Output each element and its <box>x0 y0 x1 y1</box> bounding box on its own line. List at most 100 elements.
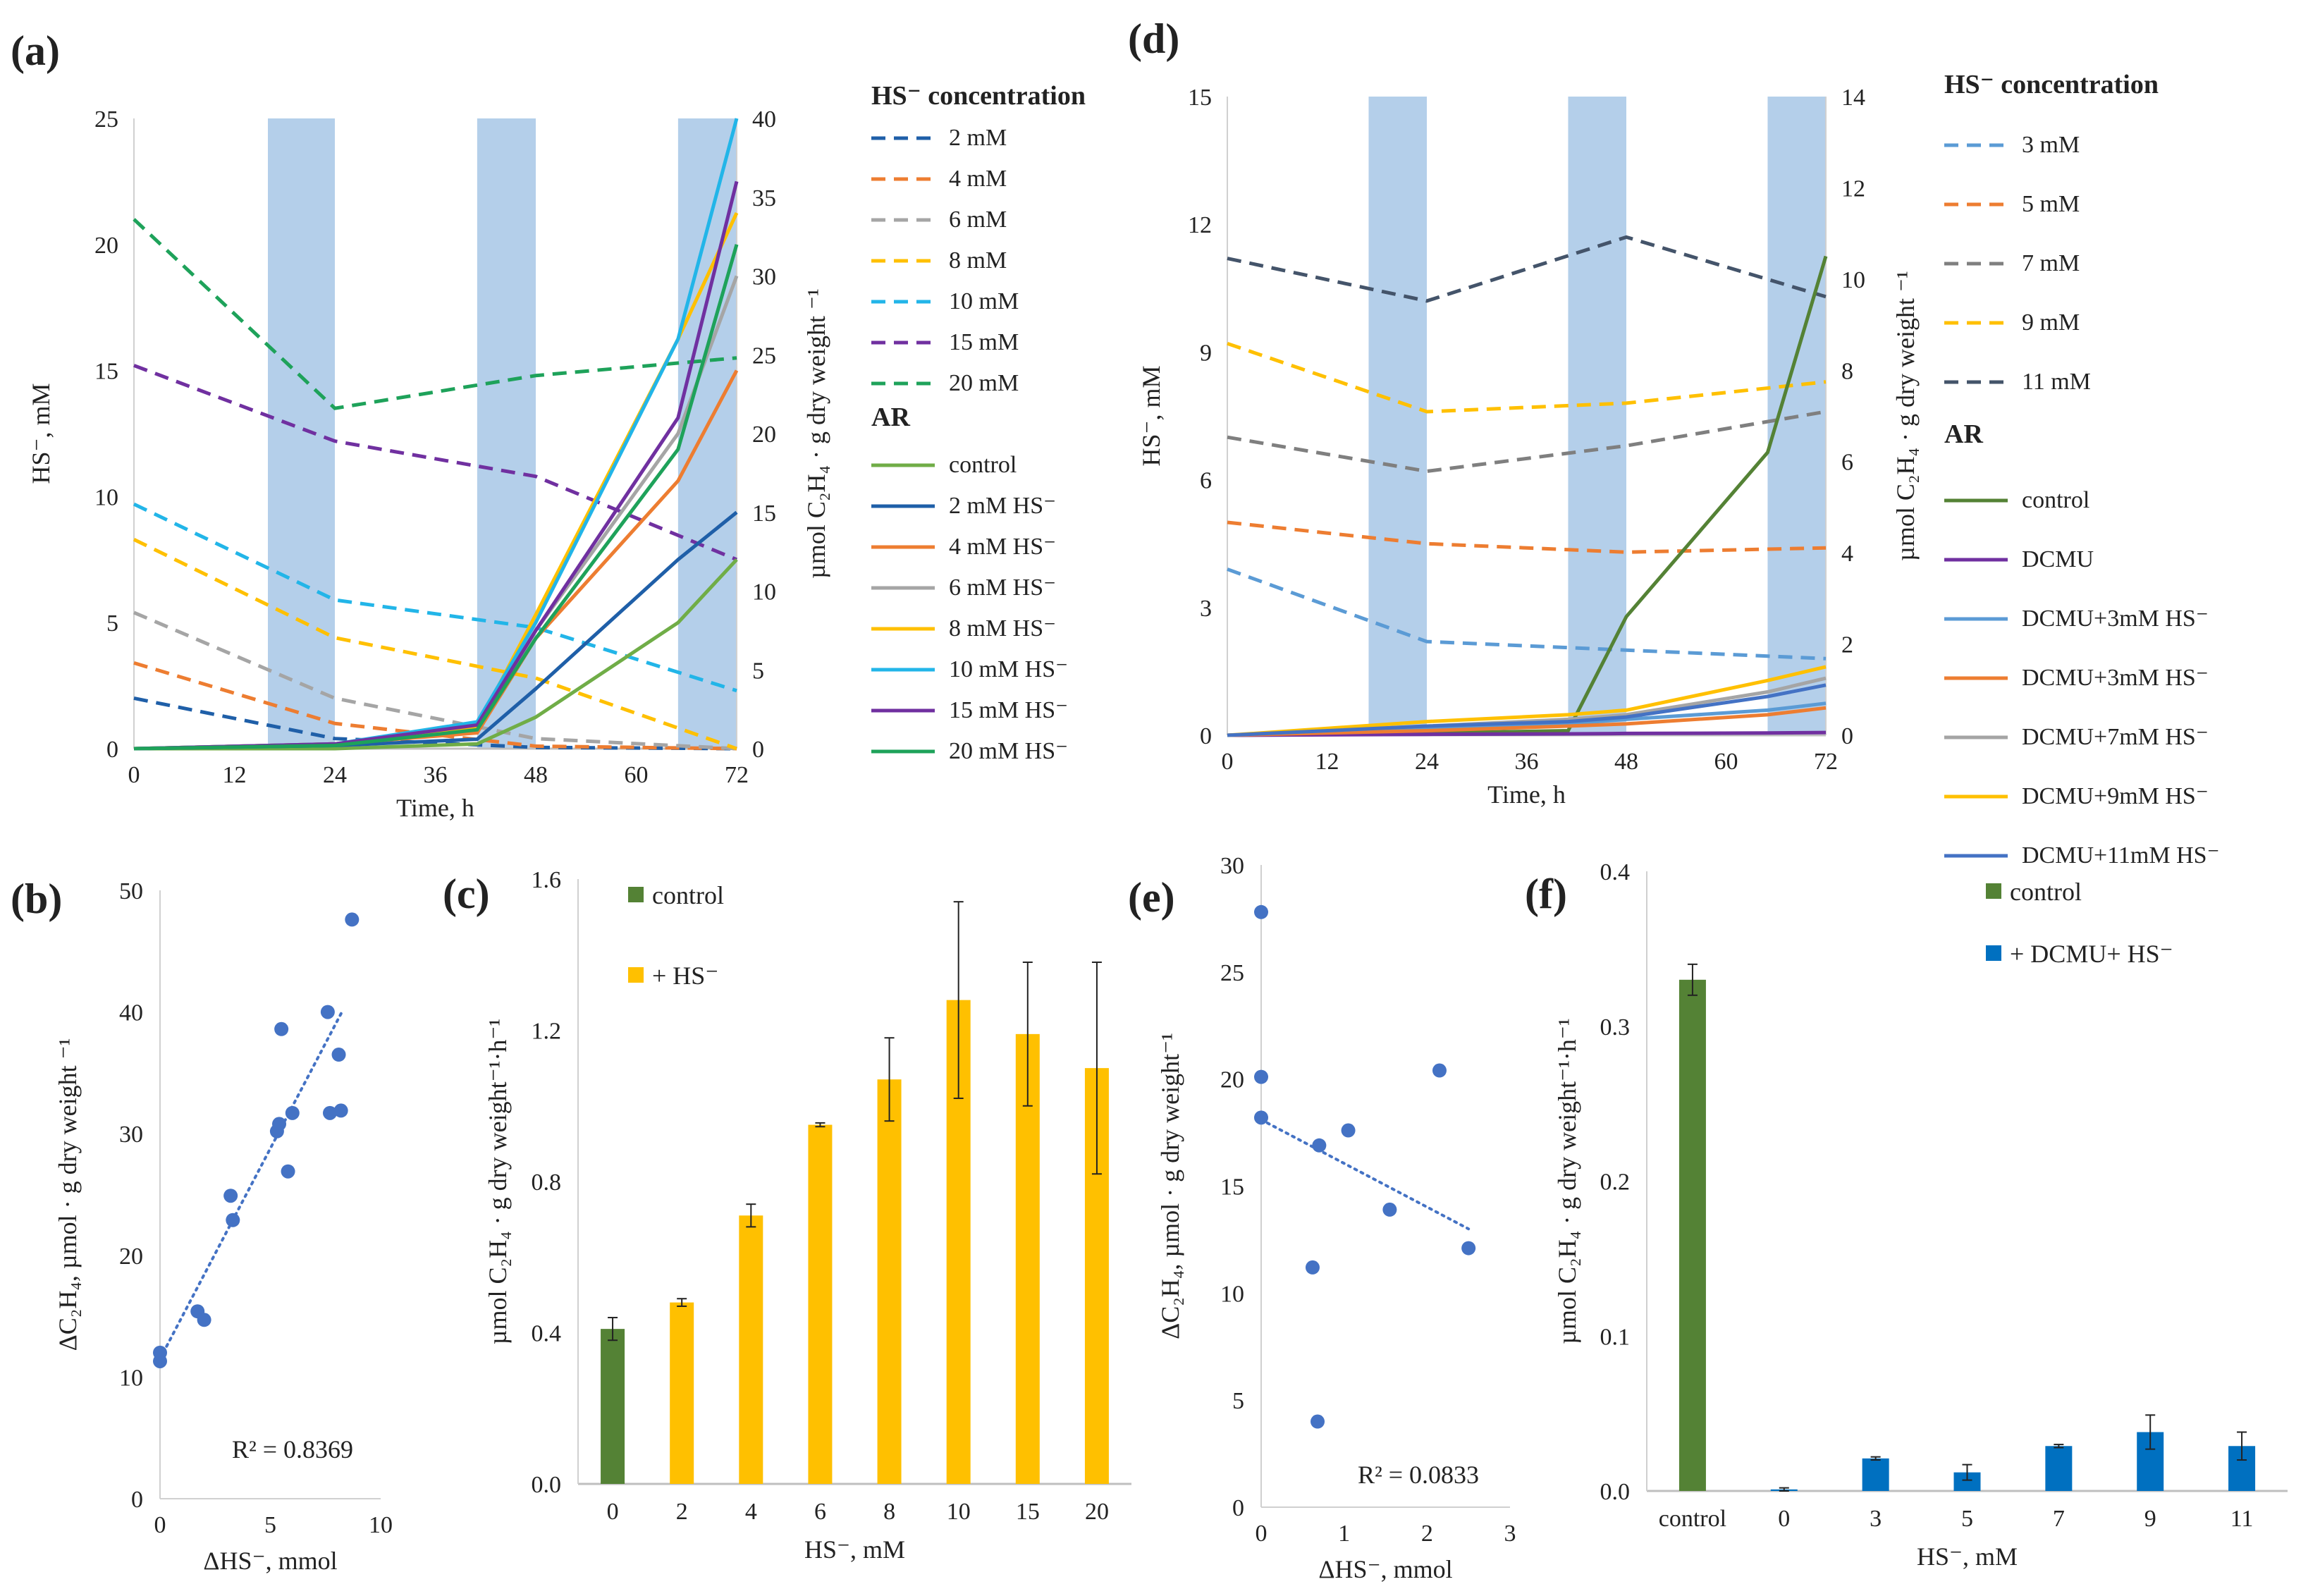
hs-series-line <box>1227 235 1827 303</box>
legend-swatch <box>628 967 644 983</box>
data-point <box>320 1005 335 1019</box>
legend-entry: control <box>2010 878 2082 906</box>
hs-series-line <box>1227 567 1827 661</box>
x-tick-label: 3 <box>1504 1521 1516 1547</box>
x-tick-label: 15 <box>1016 1499 1040 1525</box>
legend-entry: DCMU+3mM HS⁻ <box>2022 665 2209 691</box>
legend-entry: 2 mM <box>949 125 1007 151</box>
y-tick-label: 0.3 <box>1600 1014 1631 1041</box>
y-left-tick-label: 20 <box>94 233 118 259</box>
data-point <box>153 1345 167 1360</box>
y-left-axis-title: HS⁻, mM <box>1137 365 1165 466</box>
panel-label: (d) <box>1128 16 1179 62</box>
y-axis-title: ΔC₂H₄, µmol · g dry weight ⁻¹ <box>54 1038 82 1351</box>
x-axis-title: Time, h <box>396 794 474 822</box>
y-tick-label: 50 <box>119 878 143 904</box>
y-right-tick-label: 10 <box>1841 267 1865 293</box>
legend-entry: 8 mM HS⁻ <box>949 615 1056 642</box>
hs-series-line <box>1227 410 1827 474</box>
bar <box>2045 1446 2073 1491</box>
y-tick-label: 10 <box>119 1365 143 1391</box>
legend-entry: 10 mM <box>949 288 1019 314</box>
x-tick-label: 3 <box>1870 1506 1882 1532</box>
hs-series-line <box>133 696 737 751</box>
legend-entry: 15 mM HS⁻ <box>949 697 1068 723</box>
y-tick-label: 0.2 <box>1600 1170 1631 1196</box>
panel-label: (e) <box>1128 874 1175 921</box>
hs-series-line <box>133 610 737 751</box>
data-point <box>1432 1063 1447 1078</box>
y-tick-label: 0.4 <box>532 1321 562 1347</box>
data-point <box>274 1021 289 1036</box>
bar <box>601 1329 625 1484</box>
x-tick-label: 72 <box>1814 749 1838 775</box>
data-point <box>331 1048 346 1062</box>
legend-entry: 3 mM <box>2022 132 2080 158</box>
legend-entry: 4 mM <box>949 166 1007 192</box>
data-point <box>1305 1260 1320 1275</box>
y-axis-title: µmol C₂H₄ · g dry weight⁻¹·h⁻¹ <box>484 1019 512 1344</box>
panel-label: (a) <box>11 27 60 74</box>
x-tick-label: 0 <box>1778 1506 1790 1532</box>
y-left-tick-label: 12 <box>1188 212 1212 238</box>
bar <box>877 1079 902 1484</box>
hs-series-line <box>1227 341 1827 414</box>
x-tick-label: 2 <box>1421 1521 1433 1547</box>
y-left-tick-label: 5 <box>106 610 118 637</box>
ar-series-line <box>133 275 739 751</box>
ar-series-line <box>133 118 739 751</box>
y-tick-label: 0.0 <box>1600 1479 1631 1505</box>
x-tick-label: 9 <box>2144 1506 2156 1532</box>
y-tick-label: 0 <box>131 1487 143 1513</box>
legend-entry: + HS⁻ <box>652 962 718 990</box>
panel-b: 0 5 10 0 10 20 30 40 50 ΔHS⁻, mmol ΔC₂H₄, µmol · g… <box>11 876 393 1575</box>
data-point <box>285 1105 300 1120</box>
y-right-tick-label: 14 <box>1841 85 1865 111</box>
hs-series-line <box>1227 520 1827 554</box>
ar-series-line <box>1227 730 1827 737</box>
ar-series-line <box>1227 683 1827 737</box>
x-tick-label: 2 <box>676 1499 688 1525</box>
light-band <box>1568 97 1626 735</box>
legend-entry: DCMU+11mM HS⁻ <box>2022 842 2220 868</box>
panel-f: 0.0 0.1 0.2 0.3 0.4 control 0 3 5 7 9 11 HS⁻, mM µmol… <box>1525 859 2288 1571</box>
y-tick-label: 0 <box>1232 1495 1244 1521</box>
hs-series-line <box>133 218 737 410</box>
data-point <box>333 1103 348 1118</box>
x-tick-label: 48 <box>1614 749 1638 775</box>
y-axis-title: µmol C₂H₄ · g dry weight⁻¹·h⁻¹ <box>1553 1018 1581 1344</box>
legend-entry: DCMU+9mM HS⁻ <box>2022 783 2209 809</box>
data-point <box>1254 904 1268 919</box>
ar-series-line <box>1227 706 1827 737</box>
legend-entry: 4 mM HS⁻ <box>949 534 1056 560</box>
legend-entry: 5 mM <box>2022 191 2080 217</box>
x-tick-label: 0 <box>1222 749 1234 775</box>
hs-series-line <box>133 502 737 693</box>
bar <box>1678 979 1706 1491</box>
legend-entry: 11 mM <box>2022 369 2091 395</box>
x-tick-label: 5 <box>264 1512 276 1538</box>
x-axis-title: Time, h <box>1487 780 1566 809</box>
x-tick-label: 7 <box>2053 1506 2065 1532</box>
ar-series-line <box>1227 665 1827 737</box>
y-tick-label: 0.1 <box>1600 1324 1631 1350</box>
y-tick-label: 30 <box>119 1122 143 1148</box>
data-point <box>345 912 360 927</box>
data-point <box>223 1189 238 1203</box>
y-right-tick-label: 6 <box>1841 450 1853 476</box>
legend-entry: DCMU <box>2022 546 2094 572</box>
legend-swatch <box>1986 883 2001 899</box>
legend: HS⁻ concentration 3 mM 5 mM 7 mM 9 mM 11 mM AR… <box>1944 70 2220 868</box>
data-point <box>1254 1069 1268 1084</box>
legend-title: HS⁻ concentration <box>1944 70 2159 99</box>
y-tick-label: 40 <box>119 1000 143 1026</box>
y-right-tick-label: 20 <box>752 422 776 448</box>
y-tick-label: 5 <box>1232 1388 1244 1414</box>
legend-entry: 15 mM <box>949 329 1019 355</box>
data-point <box>1382 1202 1397 1217</box>
x-tick-label: 11 <box>2230 1506 2254 1532</box>
bar <box>1862 1458 1889 1491</box>
x-tick-label: 10 <box>947 1499 971 1525</box>
y-left-tick-label: 10 <box>94 484 118 510</box>
legend-entry: control <box>949 452 1017 478</box>
